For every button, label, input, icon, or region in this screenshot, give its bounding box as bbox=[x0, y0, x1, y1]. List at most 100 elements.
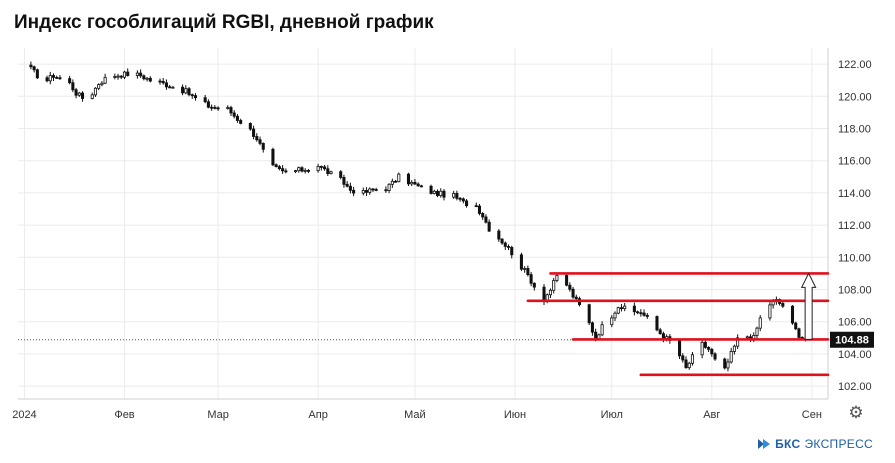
candle-up[interactable] bbox=[100, 82, 104, 86]
candle-up[interactable] bbox=[452, 193, 456, 198]
candle-down[interactable] bbox=[210, 106, 214, 109]
candle-up[interactable] bbox=[116, 75, 120, 78]
candle-up[interactable] bbox=[113, 76, 117, 78]
candle-up[interactable] bbox=[616, 307, 620, 314]
candle-down[interactable] bbox=[193, 95, 198, 99]
candle-down[interactable] bbox=[119, 75, 123, 78]
candle-down[interactable] bbox=[532, 282, 536, 288]
candle-up[interactable] bbox=[613, 312, 617, 319]
candle-down[interactable] bbox=[326, 168, 330, 174]
candle-down[interactable] bbox=[161, 81, 165, 84]
candle-up[interactable] bbox=[755, 327, 759, 336]
candle-up[interactable] bbox=[184, 88, 188, 94]
candle-down[interactable] bbox=[374, 189, 378, 191]
candle-up[interactable] bbox=[90, 94, 94, 99]
candle-down[interactable] bbox=[58, 77, 62, 80]
candle-down[interactable] bbox=[229, 107, 233, 114]
candle-down[interactable] bbox=[503, 242, 507, 247]
candle-down[interactable] bbox=[248, 123, 252, 130]
candle-down[interactable] bbox=[413, 181, 417, 185]
candle-up[interactable] bbox=[361, 190, 365, 194]
candle-up[interactable] bbox=[368, 188, 372, 193]
candle-down[interactable] bbox=[252, 128, 256, 137]
candle-down[interactable] bbox=[661, 333, 665, 340]
candle-up[interactable] bbox=[226, 107, 230, 110]
candle-down[interactable] bbox=[339, 171, 343, 178]
candle-up[interactable] bbox=[690, 354, 694, 364]
candle-up[interactable] bbox=[397, 173, 401, 183]
candle-down[interactable] bbox=[642, 312, 646, 316]
candle-down[interactable] bbox=[81, 92, 85, 99]
candle-up[interactable] bbox=[97, 84, 101, 89]
candle-down[interactable] bbox=[571, 288, 575, 298]
candle-down[interactable] bbox=[481, 213, 485, 218]
candle-up[interactable] bbox=[297, 167, 301, 172]
candle-down[interactable] bbox=[645, 314, 649, 317]
candle-down[interactable] bbox=[319, 166, 323, 168]
candle-down[interactable] bbox=[203, 97, 207, 103]
candle-up[interactable] bbox=[610, 317, 614, 326]
candle-down[interactable] bbox=[703, 341, 707, 348]
candle-up[interactable] bbox=[555, 275, 559, 281]
candle-down[interactable] bbox=[258, 139, 262, 144]
candle-down[interactable] bbox=[148, 77, 152, 82]
candle-down[interactable] bbox=[790, 305, 795, 324]
candle-down[interactable] bbox=[190, 94, 194, 97]
candle-down[interactable] bbox=[323, 166, 327, 170]
candle-down[interactable] bbox=[281, 168, 285, 172]
candle-up[interactable] bbox=[523, 268, 527, 270]
candle-up[interactable] bbox=[736, 337, 740, 347]
candle-up[interactable] bbox=[329, 171, 333, 174]
candle-up[interactable] bbox=[552, 280, 556, 291]
candle-down[interactable] bbox=[636, 311, 640, 314]
candle-up[interactable] bbox=[145, 77, 149, 80]
candle-down[interactable] bbox=[794, 322, 798, 330]
candle-up[interactable] bbox=[410, 181, 414, 185]
candle-down[interactable] bbox=[384, 189, 388, 192]
candle-down[interactable] bbox=[35, 69, 39, 79]
candle-down[interactable] bbox=[658, 329, 662, 335]
candle-down[interactable] bbox=[55, 77, 59, 79]
candle-down[interactable] bbox=[797, 328, 801, 338]
candle-down[interactable] bbox=[465, 200, 469, 207]
candle-down[interactable] bbox=[164, 82, 168, 88]
candle-down[interactable] bbox=[342, 177, 346, 185]
candle-down[interactable] bbox=[32, 66, 36, 71]
candle-down[interactable] bbox=[348, 185, 352, 191]
candle-down[interactable] bbox=[352, 189, 356, 194]
candle-down[interactable] bbox=[371, 188, 375, 191]
candle-up[interactable] bbox=[726, 361, 730, 369]
candle-up[interactable] bbox=[103, 76, 107, 84]
candle-down[interactable] bbox=[710, 348, 714, 355]
candle-down[interactable] bbox=[781, 303, 785, 307]
candle-down[interactable] bbox=[168, 86, 172, 89]
candle-down[interactable] bbox=[216, 107, 220, 110]
candle-down[interactable] bbox=[542, 286, 546, 303]
candle-down[interactable] bbox=[126, 71, 130, 76]
candle-up[interactable] bbox=[729, 351, 733, 363]
candle-up[interactable] bbox=[687, 362, 691, 369]
candle-down[interactable] bbox=[206, 101, 210, 108]
candle-down[interactable] bbox=[68, 78, 72, 84]
candle-down[interactable] bbox=[235, 115, 239, 121]
candle-down[interactable] bbox=[300, 167, 304, 172]
candle-down[interactable] bbox=[74, 89, 78, 96]
candle-up[interactable] bbox=[548, 289, 552, 296]
candle-up[interactable] bbox=[745, 336, 749, 339]
candle-down[interactable] bbox=[477, 205, 482, 214]
candle-down[interactable] bbox=[655, 316, 659, 331]
candle-down[interactable] bbox=[519, 254, 523, 270]
candle-down[interactable] bbox=[474, 205, 478, 208]
candle-up[interactable] bbox=[439, 190, 443, 196]
candle-up[interactable] bbox=[432, 190, 436, 194]
candle-down[interactable] bbox=[639, 312, 643, 315]
candle-down[interactable] bbox=[565, 275, 569, 286]
candle-down[interactable] bbox=[707, 347, 711, 350]
candle-down[interactable] bbox=[306, 169, 310, 172]
candle-down[interactable] bbox=[51, 75, 56, 78]
candle-down[interactable] bbox=[497, 230, 501, 240]
candle-down[interactable] bbox=[455, 193, 459, 199]
candle-up[interactable] bbox=[700, 341, 704, 356]
candle-up[interactable] bbox=[93, 87, 97, 96]
